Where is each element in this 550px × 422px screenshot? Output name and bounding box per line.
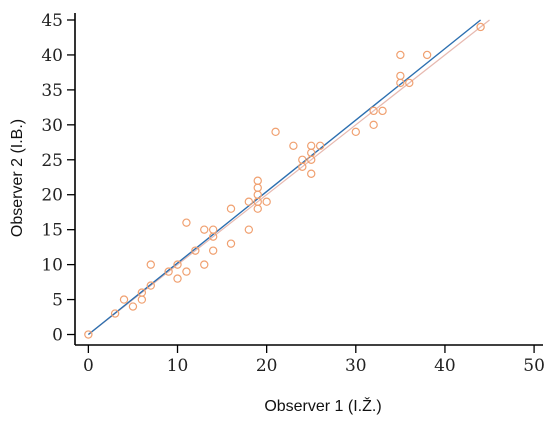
data-point — [405, 78, 414, 88]
data-point — [476, 22, 485, 32]
data-point — [307, 141, 316, 150]
data-point — [146, 281, 155, 290]
data-point — [315, 141, 325, 150]
y-tick-label: 5 — [52, 291, 63, 311]
data-point — [119, 295, 129, 304]
x-tick-label: 50 — [523, 356, 545, 376]
data-point — [191, 246, 200, 255]
data-point — [146, 260, 155, 269]
data-points — [84, 22, 485, 339]
data-point — [262, 197, 271, 206]
data-point — [396, 50, 405, 60]
x-tick-label: 10 — [167, 356, 189, 376]
identity-line — [88, 19, 490, 335]
data-point — [182, 267, 191, 276]
x-tick-label: 0 — [83, 356, 94, 376]
regression-line — [87, 19, 482, 336]
data-point — [307, 169, 316, 178]
data-point — [128, 302, 138, 311]
y-tick-label: 20 — [41, 186, 63, 206]
data-point — [253, 190, 262, 199]
data-point — [164, 267, 173, 276]
data-point — [369, 120, 378, 130]
data-point — [208, 225, 218, 234]
data-point — [378, 106, 387, 116]
y-tick-label: 15 — [41, 221, 63, 241]
y-axis-title: Observer 2 (I.B.) — [9, 119, 26, 237]
data-point — [253, 183, 262, 192]
y-tick-label: 40 — [41, 46, 63, 66]
data-point — [396, 71, 405, 81]
y-tick-label: 25 — [41, 151, 63, 171]
data-point — [182, 218, 191, 227]
data-point — [253, 176, 262, 185]
data-point — [200, 260, 209, 269]
data-point — [84, 330, 93, 339]
x-axis: 0 10 20 30 40 50 — [75, 344, 545, 376]
data-point — [289, 141, 298, 150]
data-point — [137, 288, 147, 297]
x-tick-label: 20 — [256, 356, 278, 376]
data-point — [226, 204, 236, 213]
x-tick-label: 40 — [434, 356, 456, 376]
y-tick-label: 0 — [52, 326, 63, 346]
data-point — [351, 127, 360, 137]
y-tick-label: 30 — [41, 116, 63, 136]
data-point — [173, 274, 182, 283]
data-point — [200, 225, 209, 234]
data-point — [271, 127, 280, 137]
data-point — [137, 295, 147, 304]
data-point — [173, 260, 182, 269]
y-tick-label: 35 — [41, 81, 63, 101]
data-point — [298, 155, 307, 164]
data-point — [369, 106, 378, 116]
data-point — [110, 309, 120, 318]
data-point — [244, 225, 254, 234]
x-axis-title: Observer 1 (I.Ž.) — [264, 396, 381, 415]
x-tick-label: 30 — [345, 356, 367, 376]
data-point — [226, 239, 236, 248]
y-axis: 0 5 10 15 20 25 30 35 40 45 — [41, 11, 76, 346]
data-point — [422, 50, 432, 60]
y-tick-label: 10 — [41, 256, 63, 276]
fit-lines — [87, 19, 490, 336]
data-point — [208, 246, 218, 255]
y-tick-label: 45 — [41, 11, 63, 31]
data-point — [244, 197, 254, 206]
data-point — [253, 204, 262, 213]
